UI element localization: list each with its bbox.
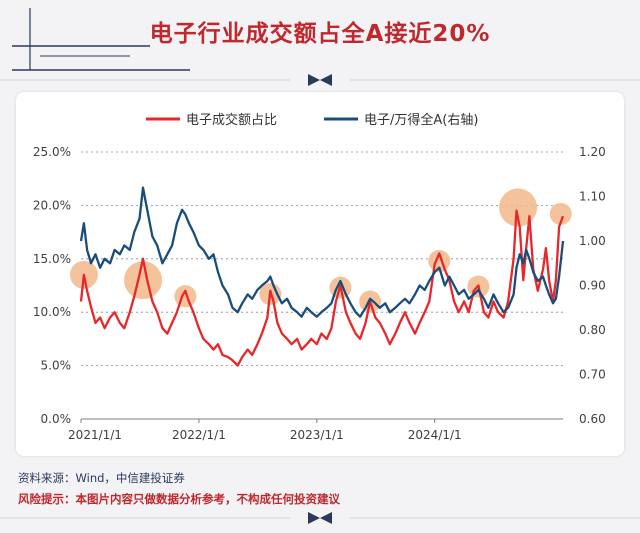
highlight-circle [499, 188, 538, 227]
x-tick-label: 2021/1/1 [68, 428, 122, 442]
footer-decoration [0, 512, 640, 524]
right-tick-label: 0.90 [579, 279, 606, 293]
bowtie-icon [308, 74, 332, 86]
highlight-circle [174, 285, 197, 308]
left-tick-label: 20.0% [33, 198, 71, 212]
right-tick-label: 0.60 [579, 412, 606, 426]
x-axis: 2021/1/1 2022/1/1 2023/1/1 2024/1/1 [68, 419, 462, 442]
x-tick-label: 2024/1/1 [408, 428, 462, 442]
series-lines [79, 186, 565, 367]
highlight-circles [69, 188, 572, 313]
left-tick-label: 5.0% [41, 359, 72, 373]
left-tick-label: 25.0% [33, 145, 71, 159]
chart-card: 0.0% 5.0% 10.0% 15.0% 20.0% 25.0% 0.60 0.70 0.8… [16, 92, 624, 456]
right-tick-label: 1.10 [579, 190, 606, 204]
series-line-share [79, 209, 565, 367]
right-tick-label: 1.20 [579, 145, 606, 159]
series-line-ratio [79, 186, 565, 318]
right-tick-label: 0.80 [579, 323, 606, 337]
bowtie-icon [308, 512, 332, 524]
x-tick-label: 2022/1/1 [172, 428, 226, 442]
right-tick-label: 0.70 [579, 368, 606, 382]
left-tick-label: 10.0% [33, 305, 71, 319]
legend-label: 电子成交额占比 [186, 112, 277, 128]
legend-label: 电子/万得全A(右轴) [364, 112, 478, 128]
right-tick-label: 1.00 [579, 234, 606, 248]
left-tick-label: 15.0% [33, 252, 71, 266]
chart: 0.0% 5.0% 10.0% 15.0% 20.0% 25.0% 0.60 0.70 0.8… [33, 112, 606, 442]
left-tick-label: 0.0% [41, 412, 72, 426]
source-note: 资料来源：Wind，中信建投证券 [18, 471, 185, 485]
header-decoration [0, 8, 640, 86]
highlight-circle [124, 261, 163, 300]
left-axis: 0.0% 5.0% 10.0% 15.0% 20.0% 25.0% [33, 145, 71, 426]
legend: 电子成交额占比 电子/万得全A(右轴) [146, 112, 478, 128]
right-axis: 0.60 0.70 0.80 0.90 1.00 1.10 1.20 [579, 145, 606, 426]
page-title: 电子行业成交额占全A接近20% [149, 21, 491, 47]
x-tick-label: 2023/1/1 [290, 428, 344, 442]
highlight-circle [549, 202, 572, 225]
risk-note: 风险提示：本图片内容只做数据分析参考，不构成任何投资建议 [18, 492, 340, 506]
